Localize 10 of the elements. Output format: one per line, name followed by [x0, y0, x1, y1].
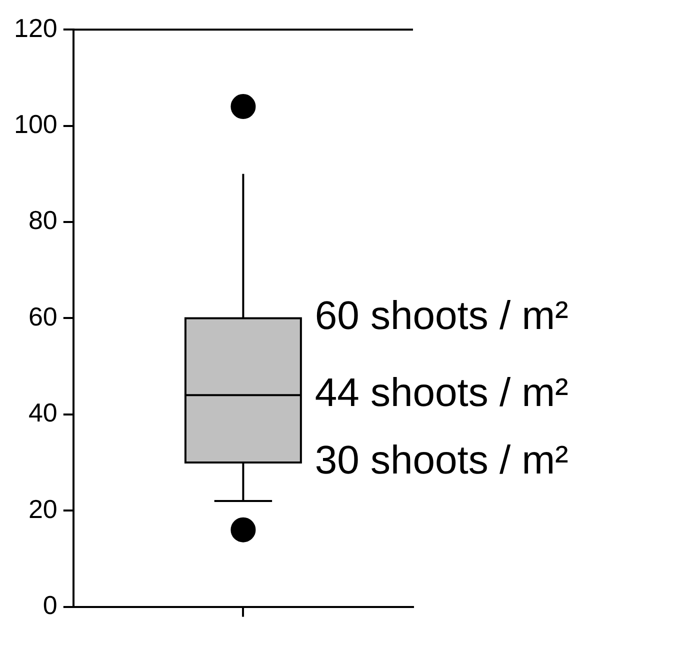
annotation: 30 shoots / m²: [314, 438, 568, 483]
y-tick-label: 60: [28, 301, 58, 332]
annotation: 60 shoots / m²: [314, 294, 568, 338]
annotation: 44 shoots / m²: [314, 371, 568, 416]
y-tick-label: 40: [28, 398, 58, 428]
y-tick-label: 0: [42, 590, 58, 620]
y-tick-label: 100: [14, 108, 58, 139]
y-tick-label: 20: [28, 494, 58, 524]
y-tick-label: 120: [14, 12, 58, 43]
y-tick-label: 80: [28, 205, 58, 236]
